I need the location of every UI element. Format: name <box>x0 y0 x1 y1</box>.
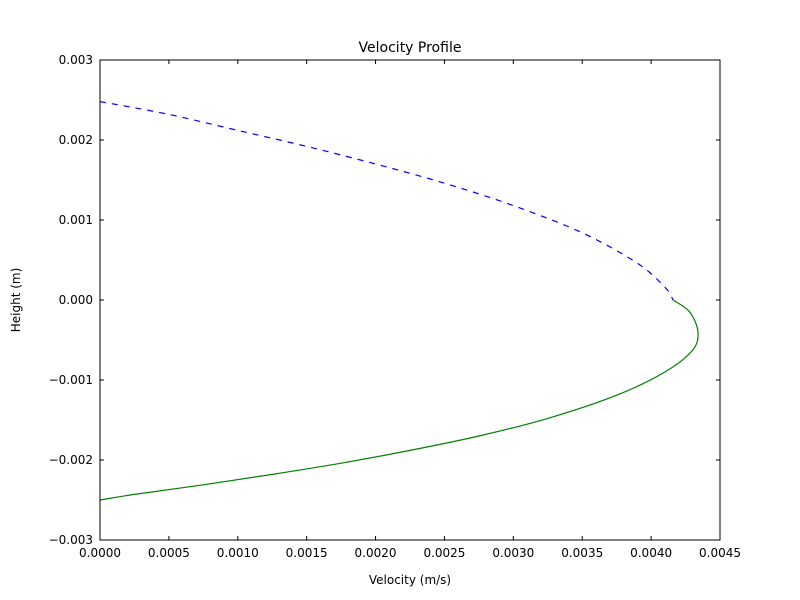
series-layer <box>99 101 699 501</box>
ticks-layer: 0.0000 0.0005 0.0010 0.0015 0.0020 0.0025 0.00… <box>49 53 741 560</box>
y-tick-label: 0.002 <box>59 133 93 147</box>
x-tick-label: 0.0040 <box>630 546 672 560</box>
y-tick-label: 0.003 <box>59 53 93 67</box>
x-tick-label: 0.0020 <box>355 546 397 560</box>
y-axis-label: Height (m) <box>9 268 23 333</box>
x-tick-label: 0.0030 <box>492 546 534 560</box>
y-tick-label: −0.003 <box>49 533 93 547</box>
x-tick-label: 0.0000 <box>79 546 121 560</box>
x-tick-label: 0.0045 <box>699 546 741 560</box>
x-tick-label: 0.0005 <box>148 546 190 560</box>
chart-title: Velocity Profile <box>359 40 462 56</box>
y-tick-label: 0.001 <box>59 213 93 227</box>
x-tick-label: 0.0010 <box>217 546 259 560</box>
series-line-dashed-upper <box>99 101 674 301</box>
y-tick-label: −0.001 <box>49 373 93 387</box>
axes-frame <box>99 59 721 541</box>
x-tick-label: 0.0025 <box>423 546 465 560</box>
series-line-solid-lower <box>99 299 699 501</box>
x-tick-label: 0.0035 <box>561 546 603 560</box>
x-axis-label: Velocity (m/s) <box>369 573 451 587</box>
x-tick-label: 0.0015 <box>286 546 328 560</box>
y-tick-label: −0.002 <box>49 453 93 467</box>
y-tick-label: 0.000 <box>59 293 93 307</box>
